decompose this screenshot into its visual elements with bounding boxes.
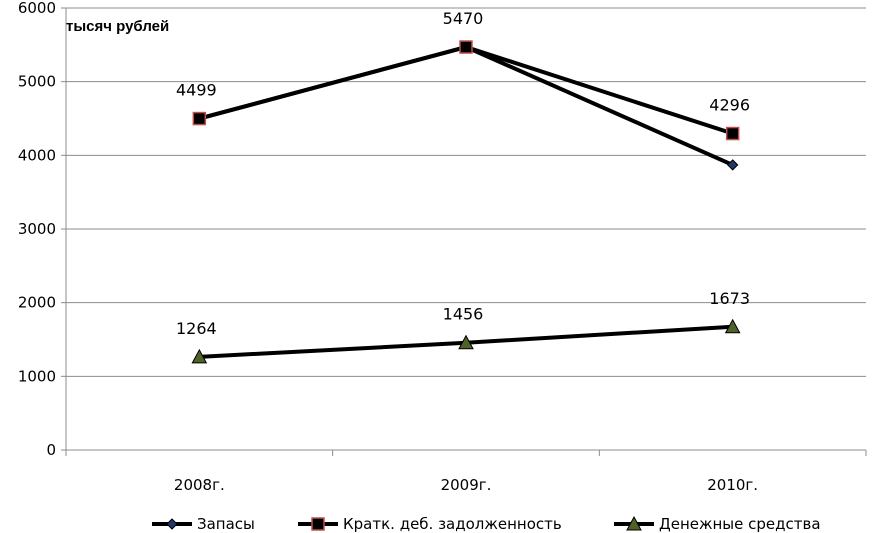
data-label: 5470 — [443, 9, 484, 28]
legend-marker — [311, 517, 325, 531]
axes — [61, 7, 867, 456]
gridlines — [66, 7, 866, 377]
data-point — [724, 318, 741, 334]
data-label: 4296 — [709, 96, 750, 115]
legend-label: Кратк. деб. задолженность — [343, 515, 562, 533]
x-axis-ticks: 2008г. 2009г. 2010г. — [174, 476, 758, 494]
data-point — [726, 159, 739, 171]
y-tick-label: 5000 — [18, 73, 56, 91]
y-tick-label: 4000 — [18, 146, 56, 164]
x-tick-label: 2010г. — [707, 476, 758, 494]
series-line — [198, 45, 734, 136]
x-tick-label: 2008г. — [174, 476, 225, 494]
data-label: 1673 — [709, 289, 750, 308]
y-tick-label: 3000 — [18, 220, 56, 238]
data-labels: 4499 5470 4296 1264 1456 1673 — [176, 9, 750, 338]
data-label: 1456 — [443, 305, 484, 324]
data-point — [459, 40, 473, 54]
data-point — [725, 126, 740, 141]
legend-marker — [626, 515, 642, 531]
y-axis-unit-label: тысяч рублей — [66, 18, 169, 35]
y-tick-label: 0 — [46, 441, 56, 459]
legend-item: Кратк. деб. задолженность — [298, 515, 562, 533]
y-axis-ticks: 0 1000 2000 3000 4000 5000 6000 — [18, 0, 56, 459]
data-point — [191, 348, 208, 364]
series-group — [191, 40, 741, 364]
y-tick-label: 6000 — [18, 0, 56, 17]
legend: Запасы Кратк. деб. задолженность Денежные … — [152, 515, 821, 533]
y-tick-label: 2000 — [18, 294, 56, 312]
data-label: 1264 — [176, 319, 217, 338]
legend-item: Денежные средства — [614, 515, 821, 533]
legend-label: Денежные средства — [659, 515, 821, 533]
legend-marker — [166, 518, 178, 530]
y-tick-label: 1000 — [18, 367, 56, 385]
legend-label: Запасы — [197, 515, 255, 533]
data-point — [192, 111, 207, 126]
x-tick-label: 2009г. — [441, 476, 492, 494]
data-label: 4499 — [176, 81, 217, 100]
data-point — [458, 334, 474, 350]
legend-item: Запасы — [152, 515, 255, 533]
